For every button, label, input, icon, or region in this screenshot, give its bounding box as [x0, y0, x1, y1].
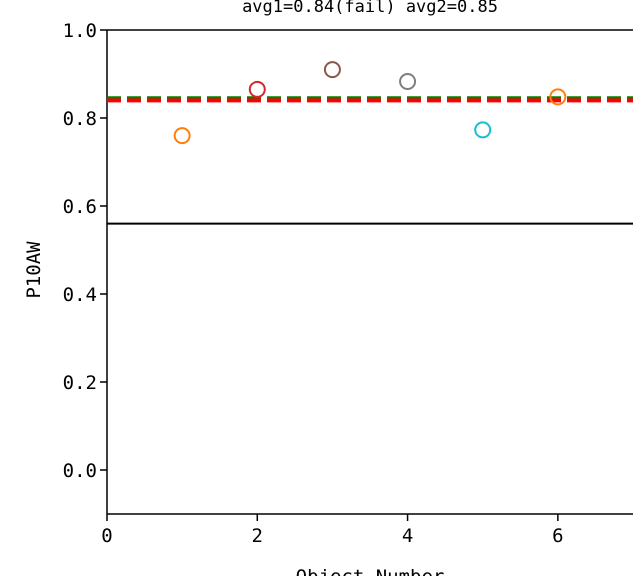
- data-point-5: [474, 121, 492, 139]
- x-axis-label: Object Number: [296, 566, 445, 576]
- y-tick-label: 0.6: [63, 196, 97, 218]
- data-point-6: [549, 88, 567, 106]
- data-point-4: [399, 72, 417, 90]
- x-tick-label: 2: [252, 525, 263, 547]
- data-point-2: [248, 80, 266, 98]
- y-tick-label: 0.2: [63, 372, 97, 394]
- chart-title: avg1=0.84(fail) avg2=0.85: [242, 0, 498, 17]
- data-point-1: [173, 127, 191, 145]
- y-tick-label: 1.0: [63, 20, 97, 42]
- x-tick-label: 0: [101, 525, 112, 547]
- x-tick-label: 6: [552, 525, 563, 547]
- y-tick-label: 0.4: [63, 284, 97, 306]
- x-tick-label: 4: [402, 525, 413, 547]
- data-point-3: [323, 61, 341, 79]
- y-tick-label: 0.8: [63, 108, 97, 130]
- plot-area: 0.0 0.2 0.4 0.6 0.8 1.0 0 2 4 6: [63, 20, 633, 547]
- y-axis-label: P10AW: [23, 241, 45, 299]
- y-tick-label: 0.0: [63, 460, 97, 482]
